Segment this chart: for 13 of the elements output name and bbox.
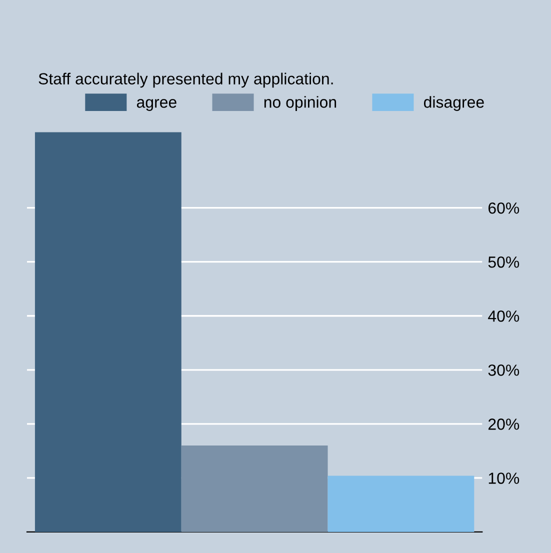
bar xyxy=(328,476,474,532)
legend-label: agree xyxy=(136,99,176,111)
y-tick-label: 50% xyxy=(488,256,520,268)
legend-label: disagree xyxy=(424,96,484,111)
y-tick-label: 60% xyxy=(488,202,520,214)
y-tick-label: 20% xyxy=(488,418,520,430)
legend-label: no opinion xyxy=(264,96,336,111)
chart-title: Staff accurately presented my application. xyxy=(38,72,333,88)
bar xyxy=(34,132,182,532)
bar xyxy=(181,446,328,532)
y-tick-label: 10% xyxy=(488,472,520,484)
y-tick-label: 30% xyxy=(488,364,520,376)
y-tick-label: 40% xyxy=(488,310,520,322)
